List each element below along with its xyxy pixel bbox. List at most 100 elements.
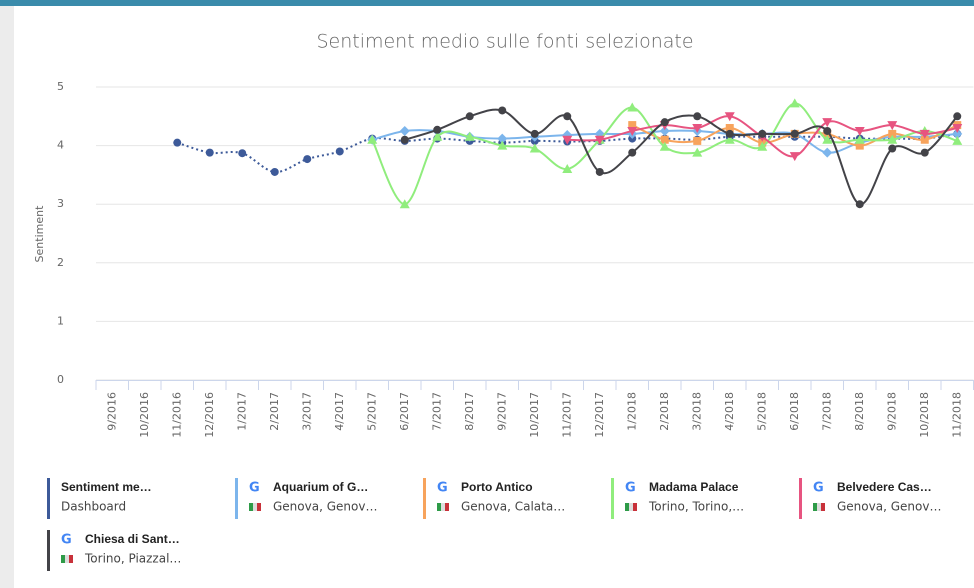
y-tick-label: 5 xyxy=(57,80,64,93)
point xyxy=(659,141,670,151)
point xyxy=(173,138,182,147)
point xyxy=(724,112,735,122)
point xyxy=(888,144,897,153)
x-tick-label: 11/2017 xyxy=(560,392,573,438)
x-tick-label: 9/2016 xyxy=(105,392,118,431)
legend-color-bar xyxy=(47,530,50,571)
point xyxy=(887,121,898,131)
legend-source-icon: G xyxy=(61,533,72,548)
legend-subtitle: Torino, Piazzal… xyxy=(84,552,181,566)
legend-color-bar xyxy=(235,478,238,519)
x-tick-label: 10/2016 xyxy=(138,392,151,438)
point xyxy=(498,106,507,115)
point xyxy=(855,200,864,209)
flag-white xyxy=(441,503,445,511)
point xyxy=(692,124,703,134)
legend-source-icon: G xyxy=(249,481,260,496)
flag-red xyxy=(821,503,825,511)
x-tick-label: 9/2018 xyxy=(885,392,898,431)
point xyxy=(399,125,410,136)
point xyxy=(693,136,702,145)
legend-color-bar xyxy=(611,478,614,519)
point xyxy=(790,129,799,138)
x-tick-label: 3/2017 xyxy=(300,392,313,431)
legend-color-bar xyxy=(47,478,50,519)
point xyxy=(855,141,864,150)
point xyxy=(920,148,929,157)
legend-name: Madama Palace xyxy=(649,480,739,494)
y-tick-label: 1 xyxy=(57,314,64,327)
point xyxy=(497,133,508,144)
flag-white xyxy=(253,503,257,511)
point xyxy=(758,129,767,138)
y-tick-label: 3 xyxy=(57,197,64,210)
point xyxy=(529,143,540,153)
legend-name: Belvedere Cas… xyxy=(837,480,932,494)
y-axis-label: Sentiment xyxy=(33,205,46,263)
x-tick-label: 9/2017 xyxy=(495,392,508,431)
y-tick-label: 0 xyxy=(57,373,64,386)
point xyxy=(789,98,800,108)
point xyxy=(432,131,443,141)
legend-subtitle: Dashboard xyxy=(61,500,126,514)
point xyxy=(627,126,638,136)
point xyxy=(725,129,734,138)
point xyxy=(335,147,344,156)
x-tick-label: 4/2018 xyxy=(723,392,736,431)
point xyxy=(303,155,312,164)
legend-subtitle: Genova, Calata… xyxy=(461,500,565,514)
point xyxy=(823,126,832,135)
point xyxy=(757,141,768,151)
point xyxy=(920,135,929,144)
x-tick-label: 8/2018 xyxy=(853,392,866,431)
flag-red xyxy=(445,503,449,511)
flag-green xyxy=(61,555,65,563)
point xyxy=(497,140,508,150)
point xyxy=(270,167,279,176)
x-tick-label: 3/2018 xyxy=(690,392,703,431)
point xyxy=(888,129,897,138)
point xyxy=(953,112,962,121)
x-tick-label: 1/2017 xyxy=(235,392,248,431)
point xyxy=(400,135,409,144)
point xyxy=(627,102,638,112)
point xyxy=(530,129,539,138)
point xyxy=(595,167,604,176)
x-tick-label: 2/2017 xyxy=(268,392,281,431)
x-tick-label: 2/2018 xyxy=(658,392,671,431)
point xyxy=(854,134,865,144)
x-tick-label: 11/2016 xyxy=(170,392,183,438)
point xyxy=(628,121,637,130)
point xyxy=(562,164,573,174)
point xyxy=(464,131,475,141)
point xyxy=(693,112,702,121)
legend-subtitle: Torino, Torino,… xyxy=(648,500,744,514)
legend-source-icon: G xyxy=(437,481,448,496)
point xyxy=(822,134,833,144)
point xyxy=(887,134,898,144)
x-tick-label: 5/2017 xyxy=(365,392,378,431)
x-tick-label: 7/2017 xyxy=(430,392,443,431)
flag-green xyxy=(813,503,817,511)
point xyxy=(562,135,573,145)
chart-title: Sentiment medio sulle fonti selezionate xyxy=(316,31,693,53)
point xyxy=(628,148,637,157)
x-tick-label: 8/2017 xyxy=(463,392,476,431)
point xyxy=(659,125,670,136)
x-tick-label: 1/2018 xyxy=(625,392,638,431)
legend-name: Sentiment me… xyxy=(61,480,152,494)
side-strip xyxy=(0,0,14,588)
legend-source-icon: G xyxy=(625,481,636,496)
point xyxy=(563,112,572,121)
point xyxy=(433,125,442,134)
y-tick-label: 2 xyxy=(57,256,64,269)
legend-color-bar xyxy=(799,478,802,519)
point xyxy=(399,199,410,209)
x-tick-label: 12/2016 xyxy=(203,392,216,438)
legend-source-icon: G xyxy=(813,481,824,496)
flag-red xyxy=(257,503,261,511)
x-tick-label: 10/2018 xyxy=(918,392,931,438)
point xyxy=(724,134,735,144)
x-tick-label: 10/2017 xyxy=(528,392,541,438)
